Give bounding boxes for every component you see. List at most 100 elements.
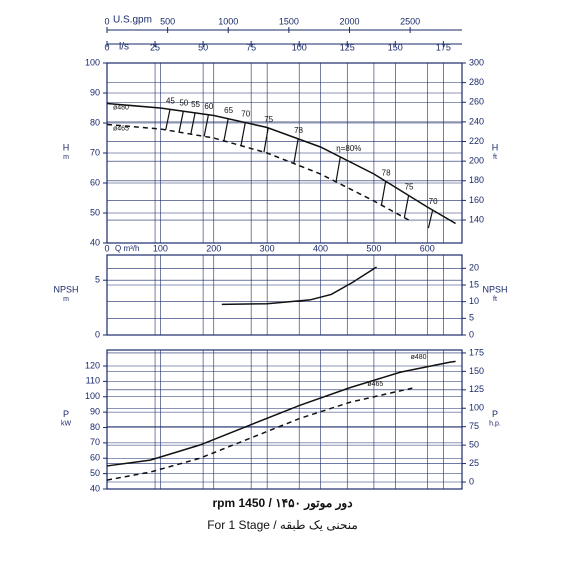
y2-tick-label: 50 <box>469 439 479 449</box>
top-tick-label: 50 <box>198 42 208 52</box>
y2-axis-unit: ft <box>493 154 497 161</box>
caption: منحنی یک طبقه / For 1 Stage <box>207 518 358 532</box>
x-axis-label: Q m³/h <box>115 244 139 253</box>
top-tick-label: 125 <box>340 42 355 52</box>
y-axis-label: H <box>63 142 70 152</box>
y2-axis-label: P <box>492 409 498 419</box>
efficiency-label: 70 <box>429 197 438 206</box>
x-tick-label: 300 <box>260 243 275 253</box>
curve <box>106 387 413 481</box>
y2-tick-label: 75 <box>469 421 479 431</box>
top-axis-label: U.S.gpm <box>113 15 152 26</box>
y2-axis-unit: h.p. <box>489 420 501 427</box>
y2-tick-label: 0 <box>469 329 474 339</box>
top-tick-label: 500 <box>160 16 175 26</box>
efficiency-label: 65 <box>224 106 233 115</box>
plot-frame <box>106 254 463 336</box>
efficiency-mark <box>190 112 196 135</box>
y-tick-label: 90 <box>90 406 100 416</box>
efficiency-label: 45 <box>166 96 175 105</box>
top-axis-label: l/s <box>119 42 129 53</box>
curve-label: ø480 <box>113 104 129 111</box>
y2-tick-label: 10 <box>469 296 479 306</box>
y2-tick-label: 140 <box>469 214 484 224</box>
y-tick-label: 5 <box>95 275 100 285</box>
y-tick-label: 40 <box>90 237 100 247</box>
y2-tick-label: 25 <box>469 458 479 468</box>
y2-tick-label: 240 <box>469 116 484 126</box>
y-tick-label: 120 <box>85 360 100 370</box>
top-tick-label: 150 <box>388 42 403 52</box>
efficiency-mark <box>380 181 387 206</box>
y-axis-unit: m <box>63 296 69 303</box>
y2-tick-label: 175 <box>469 347 484 357</box>
y2-tick-label: 200 <box>469 156 484 166</box>
top-tick-label: 75 <box>246 42 256 52</box>
x-tick-label: 0 <box>104 243 109 253</box>
efficiency-mark <box>223 118 229 141</box>
curve <box>106 102 456 225</box>
top-tick-label: 0 <box>104 16 109 26</box>
y-tick-label: 50 <box>90 207 100 217</box>
curve-label: ø465 <box>113 125 129 132</box>
curve <box>221 266 377 306</box>
y2-tick-label: 260 <box>469 97 484 107</box>
plot-frame <box>106 62 463 244</box>
curve-label: ø465 <box>367 381 383 388</box>
efficiency-mark <box>335 156 341 182</box>
top-tick-label: 1500 <box>279 16 299 26</box>
y-axis-label: P <box>63 409 69 419</box>
top-tick-label: 2500 <box>400 16 420 26</box>
plot-frame <box>106 349 463 490</box>
y-tick-label: 60 <box>90 177 100 187</box>
top-tick-label: 0 <box>104 42 109 52</box>
y2-tick-label: 0 <box>469 476 474 486</box>
efficiency-mark <box>293 138 299 164</box>
y2-axis-label: H <box>492 142 499 152</box>
y2-axis-unit: ft <box>493 296 497 303</box>
top-tick-label: 25 <box>150 42 160 52</box>
y2-axis-label: NPSH <box>482 284 507 294</box>
y-axis-label: NPSH <box>53 284 78 294</box>
top-tick-label: 1000 <box>218 16 238 26</box>
y-tick-label: 70 <box>90 437 100 447</box>
y2-tick-label: 20 <box>469 263 479 273</box>
efficiency-label: 70 <box>241 110 250 119</box>
x-tick-label: 500 <box>366 243 381 253</box>
y2-tick-label: 15 <box>469 279 479 289</box>
top-tick-label: 100 <box>292 42 307 52</box>
curve <box>106 123 413 223</box>
y-tick-label: 40 <box>90 483 100 493</box>
efficiency-label: 78 <box>382 168 391 177</box>
efficiency-mark <box>165 109 171 131</box>
x-tick-label: 200 <box>206 243 221 253</box>
efficiency-label: 78 <box>294 126 303 135</box>
x-tick-label: 400 <box>313 243 328 253</box>
efficiency-label: η=80% <box>336 144 361 153</box>
x-tick-label: 100 <box>153 243 168 253</box>
efficiency-label: 55 <box>191 100 200 109</box>
y2-tick-label: 150 <box>469 366 484 376</box>
y2-tick-label: 300 <box>469 57 484 67</box>
y-tick-label: 110 <box>86 376 100 386</box>
y2-tick-label: 100 <box>469 403 484 413</box>
curve-label: ø480 <box>411 354 427 361</box>
efficiency-mark <box>178 111 184 133</box>
top-tick-label: 175 <box>436 42 451 52</box>
curve <box>106 360 456 467</box>
y-tick-label: 100 <box>85 57 100 67</box>
x-tick-label: 600 <box>420 243 435 253</box>
y2-tick-label: 160 <box>469 195 484 205</box>
efficiency-mark <box>427 209 434 229</box>
y-tick-label: 80 <box>90 117 100 127</box>
y-tick-label: 0 <box>95 329 100 339</box>
efficiency-label: 75 <box>405 183 414 192</box>
caption: دور موتور ۱۴۵۰ / 1450 rpm <box>212 496 353 510</box>
y2-tick-label: 180 <box>469 175 484 185</box>
efficiency-mark <box>263 127 269 153</box>
y2-tick-label: 220 <box>469 136 484 146</box>
efficiency-label: 50 <box>179 98 188 107</box>
efficiency-label: 60 <box>204 102 213 111</box>
y2-tick-label: 125 <box>469 384 484 394</box>
